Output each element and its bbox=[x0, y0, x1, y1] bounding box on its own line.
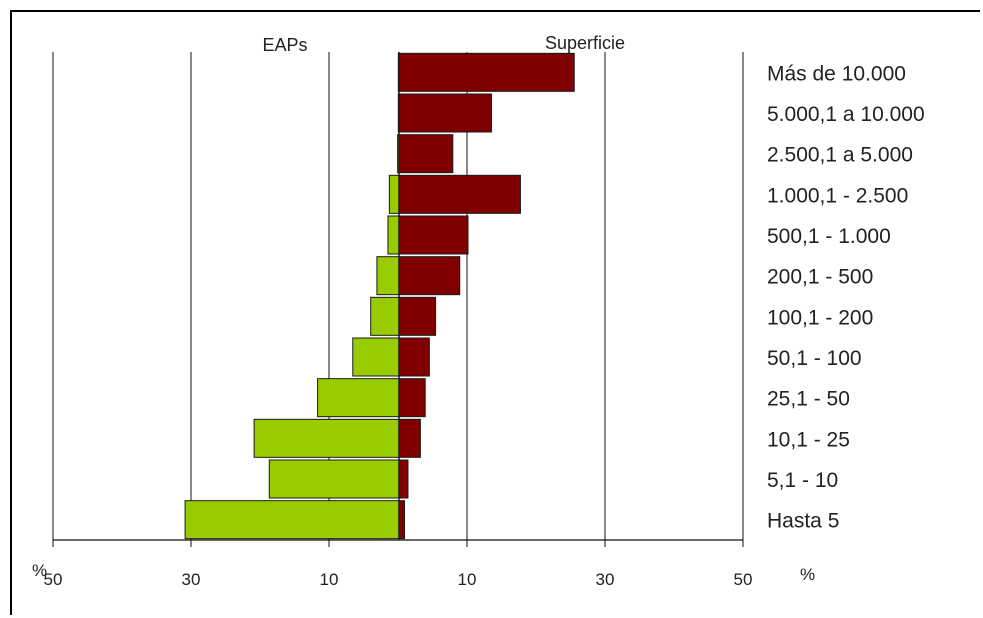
category-label: 2.500,1 a 5.000 bbox=[767, 144, 913, 167]
bar-superficie bbox=[398, 256, 461, 296]
category-label: 500,1 - 1.000 bbox=[767, 225, 891, 248]
x-tick-label: 50 bbox=[44, 570, 63, 589]
bar-superficie bbox=[398, 378, 426, 418]
category-label: Hasta 5 bbox=[767, 510, 839, 533]
category-label: 200,1 - 500 bbox=[767, 266, 873, 289]
grid-layer bbox=[52, 52, 744, 540]
category-label: Más de 10.000 bbox=[767, 62, 906, 85]
bars-layer bbox=[184, 52, 575, 540]
bar-eaps bbox=[388, 174, 400, 214]
bar-superficie bbox=[398, 337, 430, 377]
axis-layer: 50 30 10 10 30 50 bbox=[44, 52, 753, 589]
right-series-header: Superficie bbox=[545, 33, 625, 53]
category-label: 50,1 - 100 bbox=[767, 347, 862, 370]
bar-eaps bbox=[370, 296, 400, 336]
x-tick-label: 30 bbox=[182, 570, 201, 589]
category-label: 100,1 - 200 bbox=[767, 306, 873, 329]
category-label: 5.000,1 a 10.000 bbox=[767, 103, 925, 126]
category-label: 1.000,1 - 2.500 bbox=[767, 184, 908, 207]
bar-eaps bbox=[268, 459, 400, 499]
x-tick-label: 50 bbox=[734, 570, 753, 589]
bar-eaps bbox=[376, 256, 400, 296]
right-unit-label: % bbox=[800, 565, 815, 584]
bar-superficie bbox=[398, 52, 575, 92]
x-tick-label: 10 bbox=[320, 570, 339, 589]
category-label: 5,1 - 10 bbox=[767, 469, 838, 492]
bar-eaps bbox=[317, 378, 400, 418]
category-label: 25,1 - 50 bbox=[767, 388, 850, 411]
left-series-header: EAPs bbox=[262, 35, 307, 55]
bar-superficie bbox=[398, 93, 492, 133]
left-unit-label: % bbox=[32, 561, 47, 580]
bar-superficie bbox=[398, 134, 454, 174]
bar-superficie bbox=[398, 215, 469, 255]
chart-frame bbox=[10, 10, 980, 615]
x-tick-label: 10 bbox=[458, 570, 477, 589]
bar-eaps bbox=[387, 215, 400, 255]
bar-eaps bbox=[253, 418, 400, 458]
bar-superficie bbox=[398, 296, 437, 336]
bar-eaps bbox=[184, 500, 400, 540]
category-label: 10,1 - 25 bbox=[767, 428, 850, 451]
bar-superficie bbox=[398, 418, 421, 458]
bar-superficie bbox=[398, 459, 409, 499]
bar-eaps bbox=[352, 337, 400, 377]
labels-layer: Más de 10.000 5.000,1 a 10.000 2.500,1 a 5… bbox=[767, 62, 925, 532]
x-tick-label: 30 bbox=[596, 570, 615, 589]
bar-superficie bbox=[398, 174, 521, 214]
bar-superficie bbox=[398, 500, 406, 540]
